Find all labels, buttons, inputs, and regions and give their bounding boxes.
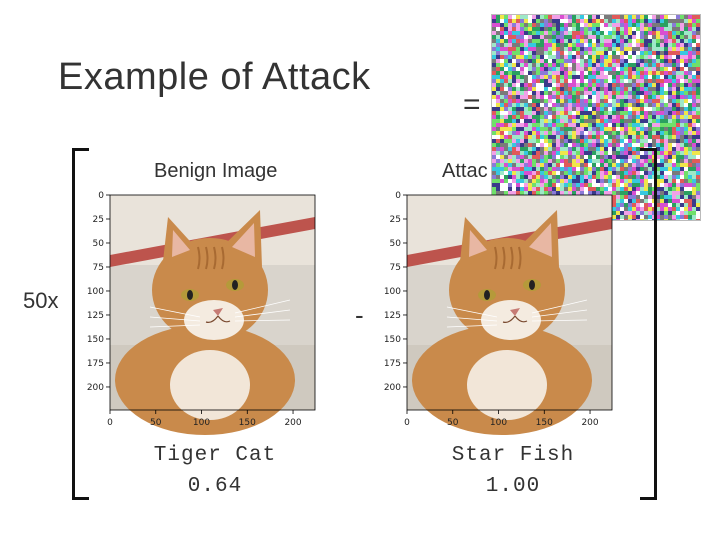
benign-x-tick-label: 50	[150, 418, 162, 428]
benign-prediction: Tiger Cat 0.64	[115, 440, 315, 502]
benign-x-tick-label: 150	[239, 418, 256, 428]
benign-x-tick-label: 100	[193, 418, 210, 428]
benign-x-tick-label: 200	[284, 418, 301, 428]
benign-y-tick-label: 175	[87, 359, 104, 369]
attack-prediction-score: 1.00	[485, 475, 541, 498]
attack-y-tick-label: 25	[390, 215, 401, 225]
benign-y-tick-label: 200	[87, 383, 104, 393]
benign-y-tick-label: 50	[93, 239, 105, 249]
benign-prediction-score: 0.64	[187, 475, 243, 498]
benign-y-tick-label: 25	[93, 215, 104, 225]
attack-x-tick-label: 150	[536, 418, 553, 428]
attack-image-heading: Attac	[442, 160, 488, 182]
attack-x-tick-label: 200	[581, 418, 598, 428]
attack-y-tick-label: 0	[395, 191, 401, 201]
minus-sign: -	[355, 300, 364, 330]
scale-factor-label: 50x	[23, 288, 59, 313]
attack-prediction: Star Fish 1.00	[413, 440, 613, 502]
benign-y-tick-label: 125	[87, 311, 104, 321]
attack-x-tick-label: 50	[447, 418, 459, 428]
attack-y-tick-label: 125	[384, 311, 401, 321]
slide-title: Example of Attack	[58, 56, 371, 98]
benign-y-tick-label: 0	[98, 191, 104, 201]
attack-prediction-label: Star Fish	[451, 444, 575, 467]
benign-image-heading: Benign Image	[154, 160, 278, 182]
attack-y-tick-label: 150	[384, 335, 401, 345]
benign-y-tick-label: 75	[93, 263, 104, 273]
perturbation-noise-image	[491, 14, 701, 223]
benign-image-plot: 0 25 50 75 100 125 150 175 200 0 50 100 150 200	[80, 185, 320, 435]
attack-y-tick-label: 175	[384, 359, 401, 369]
attack-y-tick-label: 50	[390, 239, 402, 249]
benign-y-tick-label: 100	[87, 287, 104, 297]
attack-x-tick-label: 0	[404, 418, 410, 428]
benign-x-tick-label: 0	[107, 418, 113, 428]
attack-x-tick-label: 100	[490, 418, 507, 428]
noise-pattern	[492, 15, 700, 223]
benign-prediction-label: Tiger Cat	[153, 444, 277, 467]
attack-y-tick-label: 75	[390, 263, 401, 273]
attack-y-tick-label: 100	[384, 287, 401, 297]
left-bracket	[72, 148, 89, 500]
benign-cat-image	[110, 195, 315, 435]
attack-image-plot: 0 25 50 75 100 125 150 175 200 0 50 100 150 200	[377, 185, 617, 435]
attack-cat-image	[407, 195, 612, 435]
equals-sign: =	[463, 88, 481, 121]
attack-y-tick-label: 200	[384, 383, 401, 393]
benign-y-tick-label: 150	[87, 335, 104, 345]
right-bracket	[640, 148, 657, 500]
